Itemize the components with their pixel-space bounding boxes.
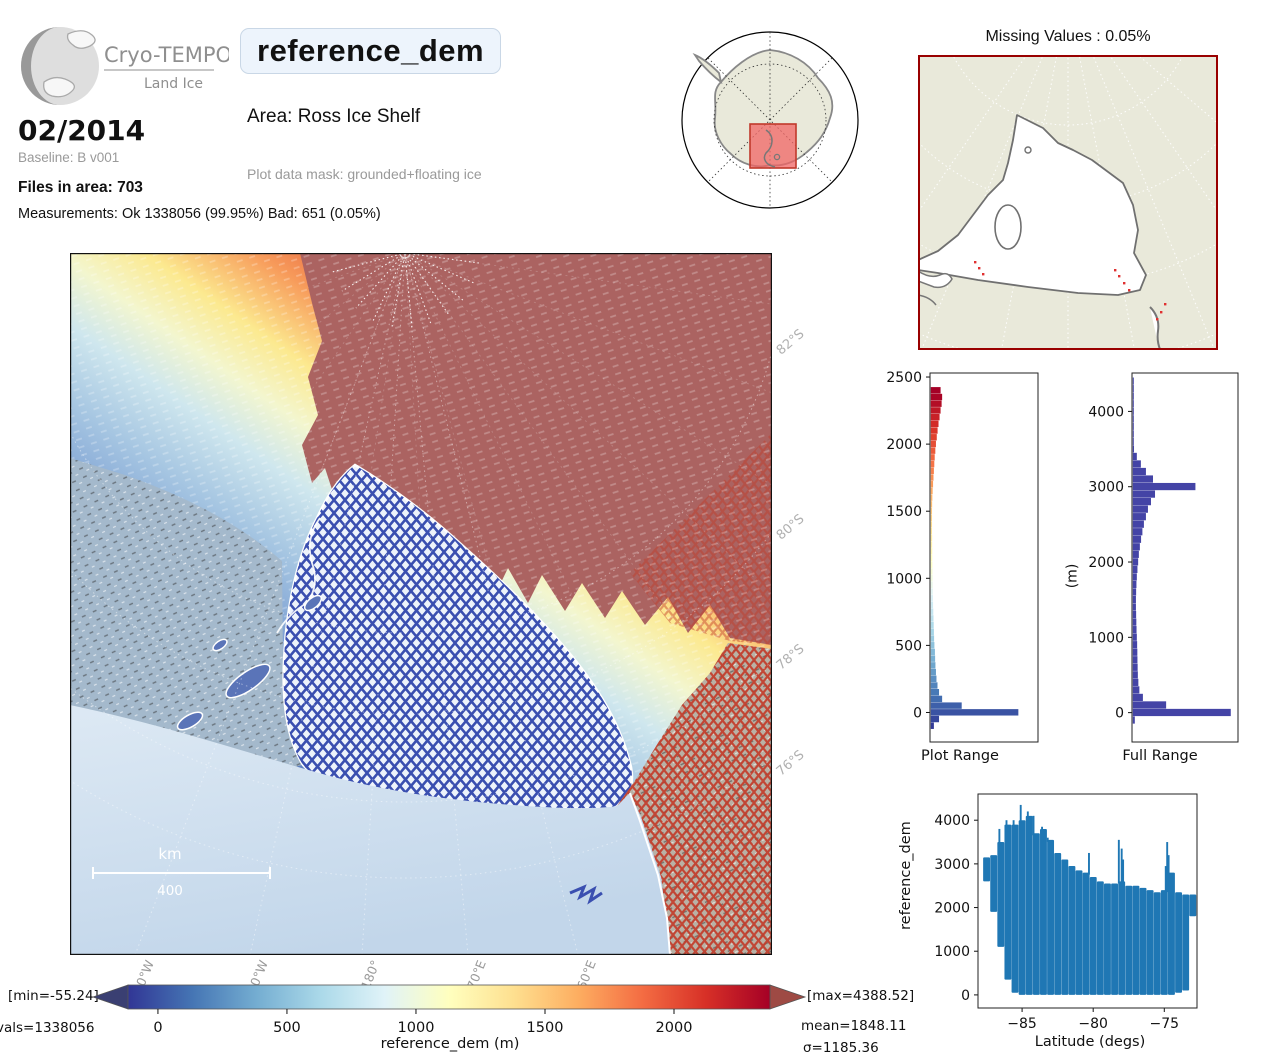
- svg-text:4000: 4000: [934, 813, 970, 829]
- map-graticule: [70, 253, 772, 955]
- scalebar-value-label: 400: [157, 883, 183, 899]
- svg-text:−80: −80: [1078, 1016, 1108, 1030]
- svg-text:0: 0: [913, 705, 922, 721]
- coverage-inner-boundary: [994, 204, 1022, 250]
- plot-range-title: Plot Range: [921, 748, 999, 764]
- product-text: Land Ice: [144, 76, 203, 92]
- svg-text:2500: 2500: [886, 370, 922, 386]
- ocean-region: [70, 705, 671, 955]
- inset-coast-detail: [763, 129, 776, 168]
- svg-text:1000: 1000: [934, 944, 970, 960]
- colorbar: 0 500 1000 1500 2000: [91, 984, 807, 1036]
- main-dem-map: km 400: [70, 253, 772, 955]
- grounding-line-detail: [276, 517, 321, 634]
- svg-text:3000: 3000: [934, 857, 970, 873]
- inset-highlight-rect: [749, 123, 797, 169]
- svg-text:1000: 1000: [1088, 630, 1124, 646]
- coast-fragment: [918, 270, 953, 289]
- svg-text:1500: 1500: [886, 504, 922, 520]
- measurements-label: Measurements: Ok 1338056 (99.95%) Bad: 6…: [18, 206, 381, 222]
- date-label: 02/2014: [18, 114, 146, 147]
- missing-values-map: [918, 55, 1218, 350]
- svg-text:4000: 4000: [1088, 404, 1124, 420]
- lat-label: 78°S: [773, 641, 808, 674]
- inset-graticule-circle: [713, 63, 827, 177]
- page-title: reference_dem: [240, 28, 502, 74]
- svg-text:3000: 3000: [1088, 480, 1124, 496]
- logo-landmass-bottom: [43, 76, 76, 98]
- scale-bar: km 400: [92, 845, 271, 899]
- full-range-histogram: 0 1000 2000 3000 4000: [1088, 372, 1239, 743]
- full-range-ylabel: (m): [1064, 563, 1081, 589]
- missing-value-dots: [974, 261, 1167, 321]
- colorbar-min-label: [min=-55.24]: [8, 988, 99, 1004]
- area-label: Area: Ross Ice Shelf: [247, 106, 421, 127]
- svg-text:−75: −75: [1150, 1016, 1180, 1030]
- islands: [176, 594, 323, 731]
- stray-track: [569, 884, 603, 905]
- inset-island: [773, 153, 781, 161]
- pole-hole: [331, 253, 480, 329]
- baseline-label: Baseline: B v001: [18, 150, 120, 165]
- svg-text:1500: 1500: [527, 1020, 564, 1036]
- colorbar-axis-label: reference_dem (m): [380, 1036, 520, 1052]
- logo-crescent: [21, 27, 60, 105]
- svg-text:−85: −85: [1007, 1016, 1037, 1030]
- lat-label: 82°S: [773, 326, 808, 359]
- mask-label: Plot data mask: grounded+floating ice: [247, 166, 482, 182]
- svg-text:0: 0: [153, 1020, 162, 1036]
- missing-values-title: Missing Values : 0.05%: [985, 28, 1151, 45]
- missing-map-border: [918, 55, 1218, 350]
- brand-text: Cryo-TEMPO: [104, 43, 229, 67]
- svg-text:0: 0: [961, 988, 970, 1004]
- colorbar-vals-label: vals=1338056: [0, 1020, 95, 1036]
- svg-text:2000: 2000: [656, 1020, 693, 1036]
- antarctic-peninsula: [692, 52, 723, 85]
- files-count-label: Files in area: 703: [18, 179, 143, 196]
- lat-label: 76°S: [773, 747, 808, 780]
- scalebar-unit-label: km: [158, 845, 181, 863]
- logo-landmass-top: [66, 30, 96, 49]
- blue-track-lattice: [283, 465, 633, 809]
- ross-ice-shelf-region: [282, 463, 634, 810]
- svg-text:1000: 1000: [886, 571, 922, 587]
- plot-range-histogram: 0 500 1000 1500 2000 2500: [886, 370, 1039, 743]
- colorbar-mean-label: mean=1848.11: [801, 1018, 907, 1034]
- svg-text:2000: 2000: [1088, 555, 1124, 571]
- cryo-tempo-logo: Cryo-TEMPO Land Ice: [21, 27, 229, 105]
- svg-text:2000: 2000: [934, 901, 970, 917]
- inset-meridian-diag1: [707, 57, 833, 183]
- full-range-title: Full Range: [1122, 748, 1198, 764]
- svg-text:0: 0: [1115, 706, 1124, 722]
- dem-vs-latitude-scatter: −85 −80 −75 0 1000 2000 3000 4000: [934, 793, 1198, 1030]
- svg-text:500: 500: [273, 1020, 301, 1036]
- colorbar-sigma-label: σ=1185.36: [803, 1040, 879, 1056]
- scatter-ylabel: reference_dem: [898, 821, 914, 930]
- svg-text:1000: 1000: [398, 1020, 435, 1036]
- colorbar-max-label: [max=4388.52]: [807, 988, 915, 1004]
- transantarctic-mountains-right: [617, 643, 772, 955]
- antarctica-inset-map: [681, 31, 859, 209]
- inset-meridian-diag2: [707, 57, 833, 183]
- transantarctic-mountains-left: [70, 458, 302, 782]
- coastline: [629, 792, 671, 955]
- map-border: [70, 253, 772, 955]
- data-coverage-region: [918, 114, 1147, 296]
- svg-text:500: 500: [895, 638, 922, 654]
- lat-label: 80°S: [773, 511, 808, 544]
- scatter-xlabel: Latitude (degs): [1034, 1034, 1146, 1050]
- svg-text:2000: 2000: [886, 437, 922, 453]
